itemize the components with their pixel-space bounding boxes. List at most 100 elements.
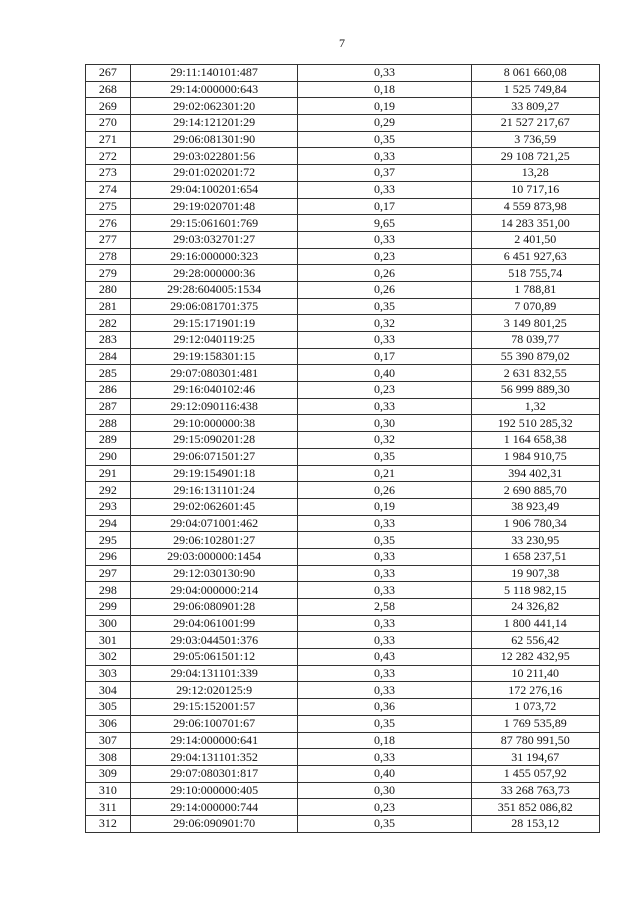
value-cell: 1,32 — [470, 397, 601, 416]
row-number-cell: 270 — [85, 114, 131, 132]
row-number-cell: 269 — [85, 97, 131, 116]
table-row: 297 29:12:030130:90 0,33 19 907,38 — [85, 564, 601, 583]
cadastral-number-cell: 29:04:100201:654 — [129, 180, 299, 199]
row-number-cell: 295 — [85, 531, 131, 549]
value-cell: 29 108 721,25 — [470, 147, 601, 166]
coefficient-cell: 0,26 — [297, 280, 472, 299]
row-number-cell: 282 — [85, 314, 131, 332]
coefficient-cell: 0,33 — [297, 547, 472, 566]
coefficient-cell: 0,33 — [297, 631, 472, 650]
row-number-cell: 298 — [85, 581, 131, 599]
cadastral-number-cell: 29:14:000000:744 — [129, 798, 299, 816]
row-number-cell: 286 — [85, 381, 131, 399]
value-cell: 1 525 749,84 — [470, 80, 601, 99]
table-row: 286 29:16:040102:46 0,23 56 999 889,30 — [85, 381, 601, 399]
coefficient-cell: 0,23 — [297, 798, 472, 816]
cadastral-number-cell: 29:11:140101:487 — [129, 64, 299, 82]
coefficient-cell: 0,33 — [297, 664, 472, 683]
cadastral-number-cell: 29:04:131101:352 — [129, 748, 299, 766]
cadastral-number-cell: 29:14:000000:641 — [129, 731, 299, 750]
cadastral-number-cell: 29:07:080301:481 — [129, 364, 299, 383]
value-cell: 62 556,42 — [470, 631, 601, 650]
cadastral-number-cell: 29:06:100701:67 — [129, 714, 299, 733]
cadastral-number-cell: 29:16:040102:46 — [129, 381, 299, 399]
table-row: 308 29:04:131101:352 0,33 31 194,67 — [85, 748, 601, 766]
row-number-cell: 293 — [85, 497, 131, 516]
table-row: 289 29:15:090201:28 0,32 1 164 658,38 — [85, 431, 601, 449]
value-cell: 87 780 991,50 — [470, 731, 601, 750]
value-cell: 1 455 057,92 — [470, 764, 601, 783]
table-row: 287 29:12:090116:438 0,33 1,32 — [85, 397, 601, 416]
cadastral-number-cell: 29:03:022801:56 — [129, 147, 299, 166]
value-cell: 4 559 873,98 — [470, 197, 601, 216]
cadastral-number-cell: 29:01:020201:72 — [129, 164, 299, 182]
cadastral-number-cell: 29:02:062601:45 — [129, 497, 299, 516]
coefficient-cell: 0,23 — [297, 381, 472, 399]
cadastral-number-cell: 29:10:000000:38 — [129, 414, 299, 433]
cadastral-number-cell: 29:19:158301:15 — [129, 347, 299, 366]
data-table: 267 29:11:140101:487 0,33 8 061 660,08 268 29… — [85, 64, 601, 833]
row-number-cell: 273 — [85, 164, 131, 182]
coefficient-cell: 0,40 — [297, 764, 472, 783]
table-row: 280 29:28:604005:1534 0,26 1 788,81 — [85, 280, 601, 299]
row-number-cell: 294 — [85, 514, 131, 533]
cadastral-number-cell: 29:10:000000:405 — [129, 781, 299, 800]
table-row: 275 29:19:020701:48 0,17 4 559 873,98 — [85, 197, 601, 216]
coefficient-cell: 0,21 — [297, 464, 472, 483]
row-number-cell: 279 — [85, 264, 131, 282]
value-cell: 1 073,72 — [470, 698, 601, 716]
table-row: 270 29:14:121201:29 0,29 21 527 217,67 — [85, 114, 601, 132]
table-row: 305 29:15:152001:57 0,36 1 073,72 — [85, 698, 601, 716]
cadastral-number-cell: 29:15:152001:57 — [129, 698, 299, 716]
cadastral-number-cell: 29:14:121201:29 — [129, 114, 299, 132]
row-number-cell: 300 — [85, 614, 131, 633]
coefficient-cell: 0,35 — [297, 130, 472, 149]
table-row: 279 29:28:000000:36 0,26 518 755,74 — [85, 264, 601, 282]
row-number-cell: 281 — [85, 297, 131, 316]
value-cell: 351 852 086,82 — [470, 798, 601, 816]
value-cell: 1 788,81 — [470, 280, 601, 299]
table-row: 296 29:03:000000:1454 0,33 1 658 237,51 — [85, 547, 601, 566]
row-number-cell: 302 — [85, 648, 131, 666]
value-cell: 1 769 535,89 — [470, 714, 601, 733]
table-row: 288 29:10:000000:38 0,30 192 510 285,32 — [85, 414, 601, 433]
value-cell: 28 153,12 — [470, 814, 601, 833]
value-cell: 78 039,77 — [470, 331, 601, 349]
value-cell: 518 755,74 — [470, 264, 601, 282]
table-row: 267 29:11:140101:487 0,33 8 061 660,08 — [85, 64, 601, 82]
cadastral-number-cell: 29:04:071001:462 — [129, 514, 299, 533]
coefficient-cell: 0,33 — [297, 180, 472, 199]
coefficient-cell: 0,33 — [297, 331, 472, 349]
cadastral-number-cell: 29:06:080901:28 — [129, 598, 299, 616]
cadastral-number-cell: 29:12:090116:438 — [129, 397, 299, 416]
coefficient-cell: 0,43 — [297, 648, 472, 666]
row-number-cell: 276 — [85, 214, 131, 232]
table-row: 302 29:05:061501:12 0,43 12 282 432,95 — [85, 648, 601, 666]
coefficient-cell: 0,40 — [297, 364, 472, 383]
row-number-cell: 303 — [85, 664, 131, 683]
value-cell: 3 736,59 — [470, 130, 601, 149]
value-cell: 33 809,27 — [470, 97, 601, 116]
cadastral-number-cell: 29:06:102801:27 — [129, 531, 299, 549]
table-row: 282 29:15:171901:19 0,32 3 149 801,25 — [85, 314, 601, 332]
table-row: 268 29:14:000000:643 0,18 1 525 749,84 — [85, 80, 601, 99]
row-number-cell: 306 — [85, 714, 131, 733]
value-cell: 1 164 658,38 — [470, 431, 601, 449]
coefficient-cell: 2,58 — [297, 598, 472, 616]
coefficient-cell: 0,30 — [297, 781, 472, 800]
value-cell: 8 061 660,08 — [470, 64, 601, 82]
cadastral-number-cell: 29:06:081301:90 — [129, 130, 299, 149]
cadastral-number-cell: 29:12:020125:9 — [129, 681, 299, 700]
coefficient-cell: 0,19 — [297, 97, 472, 116]
row-number-cell: 267 — [85, 64, 131, 82]
value-cell: 3 149 801,25 — [470, 314, 601, 332]
cadastral-number-cell: 29:15:171901:19 — [129, 314, 299, 332]
value-cell: 6 451 927,63 — [470, 247, 601, 266]
row-number-cell: 290 — [85, 447, 131, 466]
value-cell: 1 658 237,51 — [470, 547, 601, 566]
table-row: 271 29:06:081301:90 0,35 3 736,59 — [85, 130, 601, 149]
table-row: 277 29:03:032701:27 0,33 2 401,50 — [85, 230, 601, 249]
cadastral-number-cell: 29:19:020701:48 — [129, 197, 299, 216]
table-row: 291 29:19:154901:18 0,21 394 402,31 — [85, 464, 601, 483]
coefficient-cell: 0,26 — [297, 481, 472, 499]
